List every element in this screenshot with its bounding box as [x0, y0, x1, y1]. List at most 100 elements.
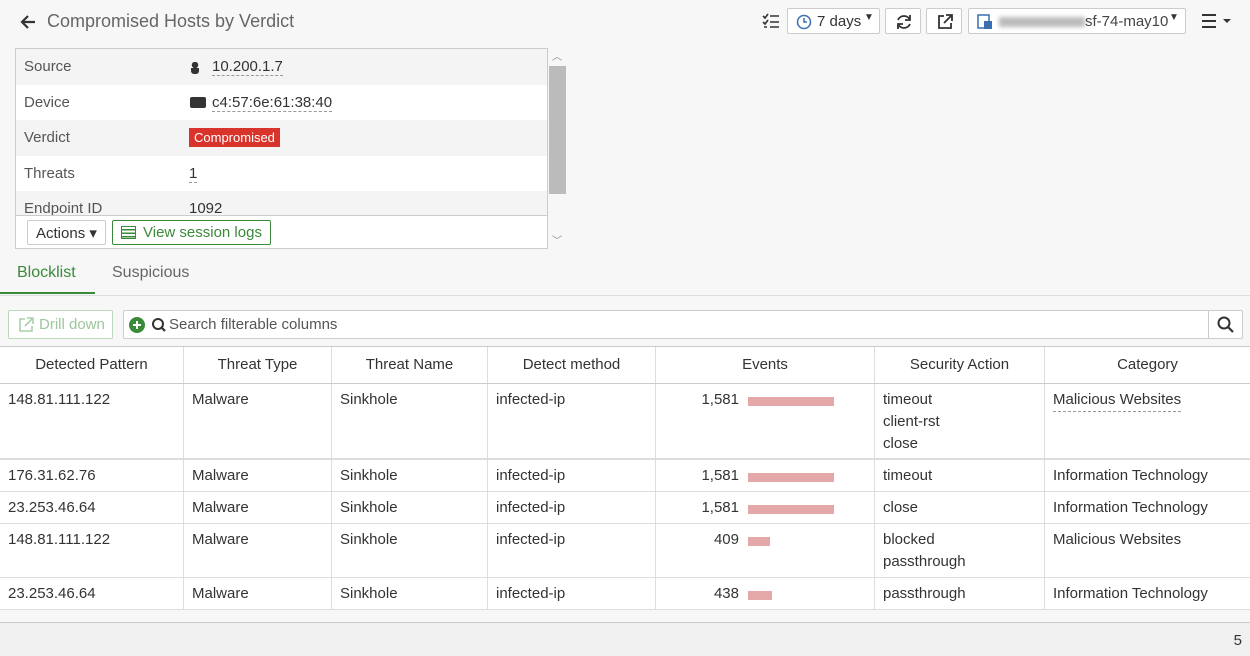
events-count: 1,581 — [701, 499, 739, 516]
summary-label: Threats — [24, 164, 75, 182]
scrollbar[interactable]: ︿ ﹀ — [549, 48, 566, 248]
column-header[interactable]: Threat Type — [183, 347, 331, 383]
list-icon[interactable] — [762, 13, 780, 29]
summary-label: Device — [24, 93, 70, 111]
table-cell: 23.253.46.64 — [0, 578, 183, 610]
cell-text: Malware — [192, 391, 249, 408]
table-row[interactable]: 23.253.46.64 Malware Sinkhole infected-ip 43… — [0, 578, 1250, 610]
table-header: Detected Pattern Threat Type Threat Name De… — [0, 347, 1250, 384]
search-box[interactable]: Search filterable columns — [123, 310, 1243, 339]
summary-panel: Source 10.200.1.7 Device c4:57:6e:61:38:40 V… — [15, 48, 548, 249]
redacted-text — [999, 17, 1085, 27]
view-logs-button[interactable]: View session logs — [112, 220, 271, 245]
cell-text: Information Technology — [1053, 585, 1208, 602]
table-cell: timeout client-rst close — [874, 384, 1044, 460]
events-bar — [748, 473, 834, 482]
table-cell: infected-ip — [487, 384, 655, 460]
table-cell: Sinkhole — [331, 578, 487, 610]
cell-text: Malware — [192, 499, 249, 516]
view-logs-label: View session logs — [143, 224, 262, 241]
cell-text: infected-ip — [496, 585, 566, 602]
time-range-button[interactable]: 7 days ▼ — [787, 8, 880, 34]
table-cell: 1,581 — [655, 384, 874, 460]
table-row[interactable]: 148.81.111.122 Malware Sinkhole infected-ip… — [0, 384, 1250, 460]
cell-text: Information Technology — [1053, 467, 1208, 484]
table-cell: Malware — [183, 492, 331, 524]
column-header[interactable]: Security Action — [874, 347, 1044, 383]
cell-text: Information Technology — [1053, 499, 1208, 516]
security-action: client-rst — [883, 413, 940, 430]
table-cell: Malware — [183, 524, 331, 578]
back-arrow[interactable] — [18, 12, 38, 32]
events-bar — [748, 591, 772, 600]
table-cell: 1,581 — [655, 492, 874, 524]
table-row[interactable]: 176.31.62.76 Malware Sinkhole infected-ip 1,… — [0, 460, 1250, 492]
footer: 5 — [0, 622, 1250, 656]
device-select[interactable]: sf-74-may10 ▼ — [968, 8, 1186, 34]
events-count: 438 — [713, 585, 739, 602]
table-cell: Sinkhole — [331, 524, 487, 578]
column-header[interactable]: Threat Name — [331, 347, 487, 383]
caret: ▼ — [864, 12, 874, 23]
open-external-button[interactable] — [926, 8, 962, 34]
page-title: Compromised Hosts by Verdict — [47, 11, 295, 31]
summary-label: Source — [24, 58, 72, 75]
events-bar — [748, 505, 834, 514]
cell-text: Malware — [192, 585, 249, 602]
security-action: passthrough — [883, 585, 966, 602]
cell-text: Sinkhole — [340, 467, 398, 484]
cell-text[interactable]: Malicious Websites — [1053, 389, 1182, 412]
summary-value[interactable]: 10.200.1.7 — [212, 58, 283, 76]
summary-label: Verdict — [24, 129, 70, 146]
verdict-badge: Compromised — [189, 128, 280, 147]
cell-text: infected-ip — [496, 531, 566, 548]
menu-button[interactable] — [1201, 13, 1233, 29]
drill-down-button[interactable]: Drill down — [8, 310, 113, 339]
column-header[interactable]: Detected Pattern — [35, 356, 148, 373]
security-action: close — [883, 435, 919, 452]
table-cell: 148.81.111.122 — [0, 524, 183, 578]
time-range: 7 days — [817, 13, 862, 30]
table-cell: Information Technology — [1044, 460, 1250, 492]
cell-text: Malicious Websites — [1053, 531, 1182, 548]
caret: ▼ — [1169, 12, 1179, 23]
security-action: timeout — [883, 467, 933, 484]
summary-value[interactable]: c4:57:6e:61:38:40 — [212, 93, 333, 112]
active-tab-underline — [0, 292, 95, 294]
cell-text: 148.81.111.122 — [8, 531, 111, 548]
table-row[interactable]: 148.81.111.122 Malware Sinkhole infected-ip… — [0, 524, 1250, 578]
cell-text: infected-ip — [496, 499, 566, 516]
table-cell: Malware — [183, 384, 331, 460]
tab[interactable]: Suspicious — [112, 264, 190, 281]
cell-text: 23.253.46.64 — [8, 585, 96, 602]
summary-value[interactable]: 1 — [189, 164, 198, 183]
events-count: 1,581 — [701, 391, 739, 408]
cell-text: 23.253.46.64 — [8, 499, 96, 516]
table-cell: Malicious Websites — [1044, 384, 1250, 460]
summary-row: Device c4:57:6e:61:38:40 — [16, 84, 547, 121]
events-count: 1,581 — [701, 467, 739, 484]
drill-down-label: Drill down — [39, 316, 105, 333]
security-action: passthrough — [883, 553, 966, 570]
cell-text: 176.31.62.76 — [8, 467, 96, 484]
column-header[interactable]: Detect method — [487, 347, 655, 383]
events-count: 409 — [713, 531, 739, 548]
table-cell: 1,581 — [655, 460, 874, 492]
column-header[interactable]: Events — [655, 347, 874, 383]
table-cell: Malware — [183, 460, 331, 492]
cell-text: 148.81.111.122 — [8, 391, 111, 408]
security-action: close — [883, 499, 919, 516]
table-cell: passthrough — [874, 578, 1044, 610]
actions-label: Actions — [36, 225, 86, 242]
device-name: sf-74-may10 — [1085, 13, 1169, 30]
actions-button[interactable]: Actions ▾ — [27, 220, 106, 245]
tab[interactable]: Blocklist — [17, 264, 76, 281]
table-cell: infected-ip — [487, 492, 655, 524]
cell-text: Sinkhole — [340, 499, 398, 516]
table-cell: infected-ip — [487, 460, 655, 492]
refresh-button[interactable] — [885, 8, 921, 34]
clock-icon — [796, 14, 812, 30]
search-button[interactable] — [1208, 311, 1243, 338]
column-header[interactable]: Category — [1044, 347, 1250, 383]
table-row[interactable]: 23.253.46.64 Malware Sinkhole infected-ip 1,… — [0, 492, 1250, 524]
